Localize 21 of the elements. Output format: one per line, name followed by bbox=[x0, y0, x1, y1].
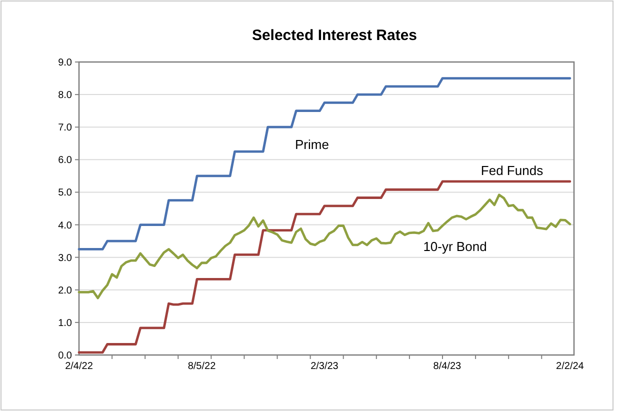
series-label: Fed Funds bbox=[480, 163, 544, 178]
y-tick-label: 3.0 bbox=[58, 252, 72, 264]
x-tick-label: 2/2/24 bbox=[556, 361, 584, 372]
chart-title: Selected Interest Rates bbox=[252, 27, 418, 44]
line-series bbox=[78, 180, 572, 354]
x-tick-label: 8/5/22 bbox=[188, 361, 216, 372]
y-tick-label: 0.0 bbox=[58, 350, 72, 362]
series-label: Prime bbox=[295, 137, 329, 152]
y-tick-label: 7.0 bbox=[58, 122, 72, 134]
y-tick-label: 6.0 bbox=[58, 155, 72, 166]
line-series bbox=[78, 194, 572, 300]
y-tick-label: 4.0 bbox=[58, 220, 72, 232]
x-tick-label: 8/4/23 bbox=[433, 361, 462, 372]
x-tick-label: 2/4/22 bbox=[65, 361, 94, 372]
series-label: 10-yr Bond bbox=[423, 239, 487, 254]
x-tick-label: 2/3/23 bbox=[310, 361, 339, 372]
y-tick-label: 5.0 bbox=[58, 188, 72, 199]
y-tick-label: 8.0 bbox=[58, 90, 72, 102]
y-tick-label: 9.0 bbox=[58, 58, 72, 68]
y-tick-label: 1.0 bbox=[58, 318, 72, 329]
y-tick-label: 2.0 bbox=[58, 285, 72, 296]
